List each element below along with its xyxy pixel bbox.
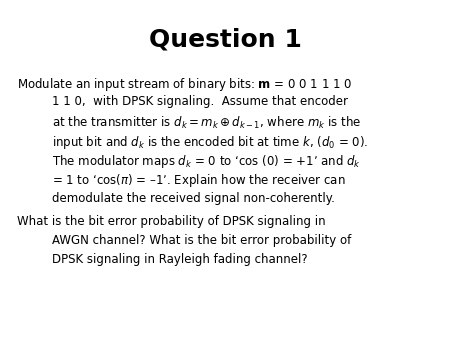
Text: 1 1 0,  with DPSK signaling.  Assume that encoder: 1 1 0, with DPSK signaling. Assume that … — [52, 95, 348, 108]
Text: Modulate an input stream of binary bits: $\mathbf{m}$ = 0 0 1 1 1 0: Modulate an input stream of binary bits:… — [17, 76, 352, 93]
Text: at the transmitter is $d_k = m_k \oplus d_{k-1}$, where $m_k$ is the: at the transmitter is $d_k = m_k \oplus … — [52, 115, 361, 131]
Text: AWGN channel? What is the bit error probability of: AWGN channel? What is the bit error prob… — [52, 234, 351, 247]
Text: DPSK signaling in Rayleigh fading channel?: DPSK signaling in Rayleigh fading channe… — [52, 253, 307, 266]
Text: input bit and $d_k$ is the encoded bit at time $k$, ($d_0$ = 0).: input bit and $d_k$ is the encoded bit a… — [52, 134, 368, 151]
Text: Question 1: Question 1 — [148, 27, 302, 51]
Text: = 1 to ‘cos($\pi$) = –1’. Explain how the receiver can: = 1 to ‘cos($\pi$) = –1’. Explain how th… — [52, 172, 345, 189]
Text: The modulator maps $d_k$ = 0 to ‘cos (0) = +1’ and $d_k$: The modulator maps $d_k$ = 0 to ‘cos (0)… — [52, 153, 360, 170]
Text: What is the bit error probability of DPSK signaling in: What is the bit error probability of DPS… — [17, 215, 326, 227]
Text: demodulate the received signal non-coherently.: demodulate the received signal non-coher… — [52, 192, 335, 204]
